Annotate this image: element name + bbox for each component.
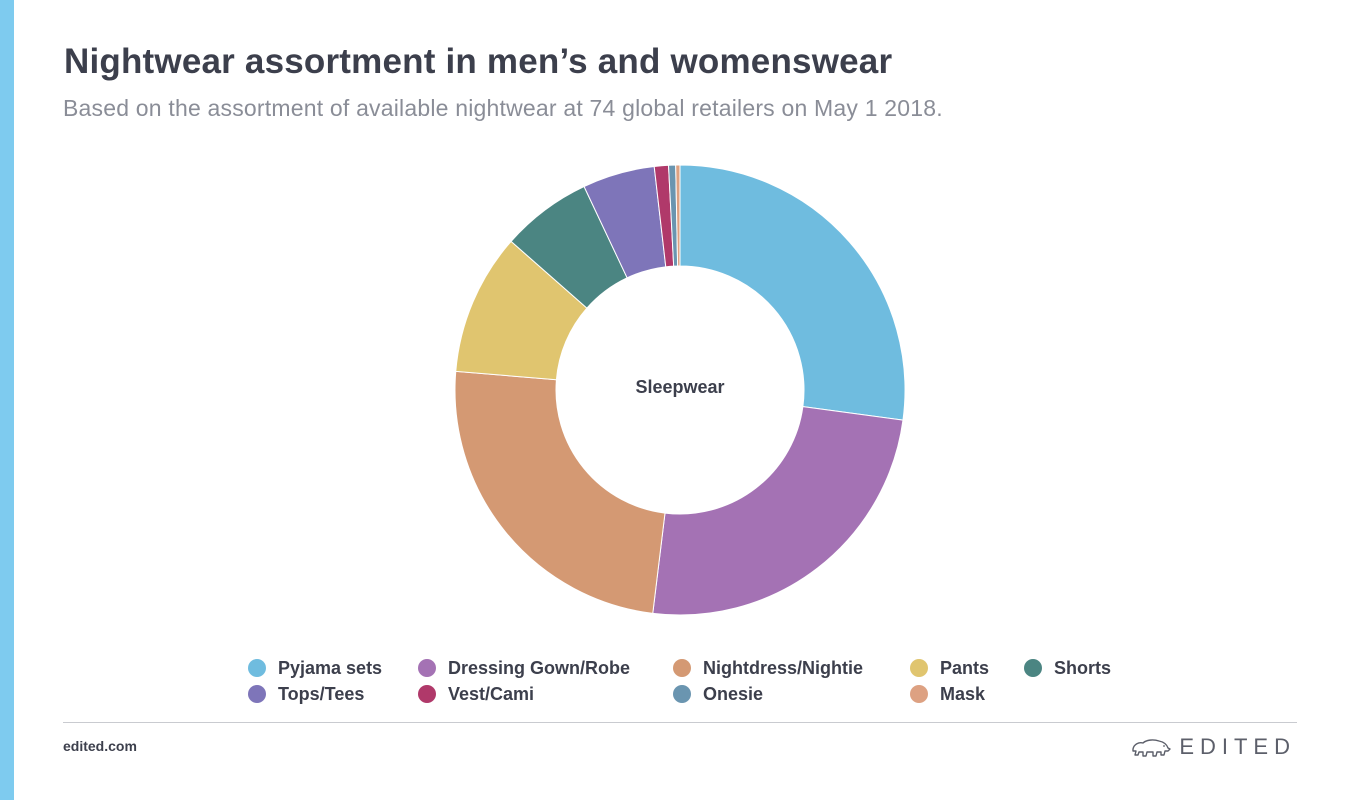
donut-center-label: Sleepwear: [635, 377, 725, 397]
donut-slice[interactable]: [679, 164, 906, 421]
legend-label: Vest/Cami: [448, 683, 535, 704]
footer-divider: [63, 722, 1297, 723]
legend-label: Shorts: [1054, 657, 1112, 678]
legend-label: Pants: [940, 657, 990, 678]
accent-bar: [0, 0, 14, 800]
legend-label: Nightdress/Nightie: [703, 657, 864, 678]
legend-item[interactable]: Onesie: [673, 682, 763, 706]
legend-item[interactable]: Tops/Tees: [248, 682, 364, 706]
legend-swatch: [673, 685, 691, 703]
legend-swatch: [248, 685, 266, 703]
polar-bear-icon: [1132, 739, 1172, 757]
legend-swatch: [1024, 659, 1042, 677]
brand-name: EDITED: [1179, 734, 1296, 759]
footer-link[interactable]: edited.com: [63, 738, 137, 754]
legend-item[interactable]: Shorts: [1024, 656, 1111, 680]
legend-label: Tops/Tees: [278, 683, 365, 704]
donut-hole: [556, 266, 804, 514]
legend-swatch: [248, 659, 266, 677]
legend-item[interactable]: Nightdress/Nightie: [673, 656, 863, 680]
legend-item[interactable]: Dressing Gown/Robe: [418, 656, 630, 680]
legend-item[interactable]: Pyjama sets: [248, 656, 382, 680]
legend-label: Mask: [940, 683, 986, 704]
legend-label: Dressing Gown/Robe: [448, 657, 631, 678]
donut-chart: [454, 164, 906, 616]
legend-item[interactable]: Pants: [910, 656, 989, 680]
legend-swatch: [910, 685, 928, 703]
brand-logo[interactable]: EDITED: [1131, 733, 1296, 761]
legend-swatch: [910, 659, 928, 677]
chart-subtitle: Based on the assortment of available nig…: [63, 95, 943, 121]
chart-title: Nightwear assortment in men’s and womens…: [64, 42, 893, 81]
legend-label: Pyjama sets: [278, 657, 383, 678]
legend-swatch: [418, 685, 436, 703]
chart-legend: Pyjama sets Dressing Gown/Robe Nightdres…: [248, 656, 1148, 712]
legend-item[interactable]: Vest/Cami: [418, 682, 534, 706]
legend-item[interactable]: Mask: [910, 682, 985, 706]
legend-swatch: [418, 659, 436, 677]
legend-label: Onesie: [703, 683, 764, 704]
legend-swatch: [673, 659, 691, 677]
